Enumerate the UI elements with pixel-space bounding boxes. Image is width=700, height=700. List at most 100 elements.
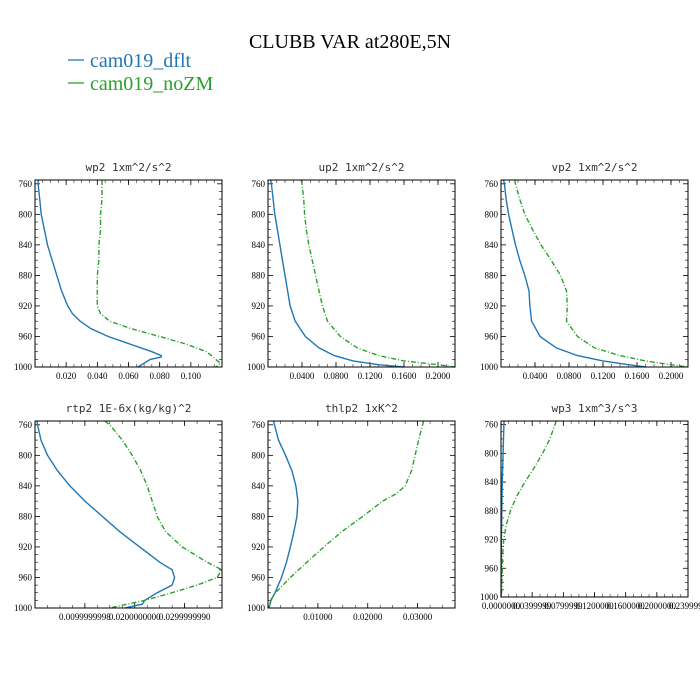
y-tick-label: 920 [252, 301, 266, 311]
panel-title: vp2 1xm^2/s^2 [551, 161, 637, 174]
y-tick-label: 840 [252, 240, 266, 250]
panel-1: wp2 1xm^2/s^2 760 800 840 880 920 960 1000 0.020… [14, 161, 223, 381]
panel-4: rtp2 1E-6x(kg/kg)^2 760 800 840 880 920 960 100… [14, 402, 224, 622]
x-tick-label: 0.1600 [392, 371, 417, 381]
y-tick-label: 960 [252, 572, 266, 582]
y-tick-label: 760 [485, 179, 499, 189]
y-tick-label: 800 [252, 209, 266, 219]
panel-title: up2 1xm^2/s^2 [318, 161, 404, 174]
x-tick-label: 0.1600000 [607, 601, 646, 611]
y-tick-label: 960 [485, 331, 499, 341]
plot-frame [34, 420, 223, 609]
legend: cam019_dflt cam019_noZM [68, 50, 214, 95]
x-tick-label: 0.2000 [659, 371, 684, 381]
x-tick-label: 0.0200000000 [109, 612, 161, 622]
series-line-cam019_dflt [269, 179, 405, 368]
y-tick-label: 880 [19, 270, 33, 280]
y-tick-label: 920 [485, 535, 499, 545]
y-tick-label: 1000 [14, 603, 33, 613]
series-line-cam019_noZM [500, 420, 557, 598]
x-tick-label: 0.1200 [358, 371, 383, 381]
panel-6: wp3 1xm^3/s^3 760 800 840 880 920 960 10000.000… [480, 402, 700, 611]
panel-title: rtp2 1E-6x(kg/kg)^2 [66, 402, 192, 415]
x-tick-label: 0.1200000 [575, 601, 614, 611]
x-tick-label: 0.0099999998 [59, 612, 111, 622]
x-tick-label: 0.01000 [303, 612, 333, 622]
x-tick-label: 0.100 [181, 371, 202, 381]
y-tick-label: 760 [19, 420, 33, 430]
y-tick-label: 880 [485, 270, 499, 280]
plot-frame [500, 179, 689, 368]
y-tick-label: 880 [252, 270, 266, 280]
y-tick-label: 1000 [247, 603, 266, 613]
y-tick-label: 880 [485, 506, 499, 516]
panel-2: up2 1xm^2/s^2 760 800 840 880 920 960 1000 0.040… [247, 161, 456, 381]
x-tick-label: 0.1200 [591, 371, 616, 381]
x-tick-label: 0.020 [56, 371, 77, 381]
series-line-cam019_noZM [104, 420, 224, 609]
y-tick-label: 760 [19, 179, 33, 189]
y-tick-label: 920 [19, 301, 33, 311]
y-tick-label: 840 [19, 481, 33, 491]
series-line-cam019_dflt [502, 179, 646, 368]
y-tick-label: 760 [252, 420, 266, 430]
legend-label-dflt: cam019_dflt [90, 50, 192, 72]
x-tick-label: 0.1600 [625, 371, 650, 381]
y-tick-label: 800 [485, 448, 499, 458]
plot-frame [500, 420, 689, 598]
y-tick-label: 760 [252, 179, 266, 189]
x-tick-label: 0.2399999 [669, 601, 700, 611]
y-tick-label: 1000 [14, 362, 33, 372]
y-tick-label: 880 [252, 511, 266, 521]
y-tick-label: 880 [19, 511, 33, 521]
y-tick-label: 960 [485, 563, 499, 573]
y-tick-label: 1000 [247, 362, 266, 372]
x-tick-label: 0.02000 [353, 612, 383, 622]
series-line-cam019_noZM [513, 179, 689, 368]
plot-frame [267, 420, 456, 609]
panel-title: wp3 1xm^3/s^3 [551, 402, 637, 415]
series-line-cam019_dflt [268, 420, 299, 609]
x-tick-label: 0.2000000 [638, 601, 677, 611]
x-tick-label: 0.0400 [523, 371, 548, 381]
y-tick-label: 840 [252, 481, 266, 491]
series-line-cam019_noZM [300, 179, 456, 368]
y-tick-label: 840 [19, 240, 33, 250]
panel-title: wp2 1xm^2/s^2 [85, 161, 171, 174]
y-tick-label: 920 [485, 301, 499, 311]
y-tick-label: 800 [485, 209, 499, 219]
x-tick-label: 0.03000 [403, 612, 433, 622]
series-line-cam019_noZM [268, 420, 425, 609]
y-tick-label: 960 [19, 331, 33, 341]
y-tick-label: 920 [252, 542, 266, 552]
plot-frame [267, 179, 456, 368]
plot-frame [34, 179, 223, 368]
y-tick-label: 1000 [480, 362, 499, 372]
y-tick-label: 960 [252, 331, 266, 341]
y-tick-label: 1000 [480, 592, 499, 602]
series-line-cam019_dflt [37, 180, 162, 368]
x-tick-label: 0.040 [87, 371, 108, 381]
x-tick-label: 0.0399999 [513, 601, 552, 611]
x-tick-label: 0.0299999990 [159, 612, 211, 622]
y-tick-label: 800 [19, 450, 33, 460]
x-tick-label: 0.0000000 [482, 601, 521, 611]
y-tick-label: 800 [252, 450, 266, 460]
series-line-cam019_noZM [96, 180, 222, 368]
series-line-cam019_dflt [36, 420, 176, 609]
legend-label-nozm: cam019_noZM [90, 73, 214, 95]
y-tick-label: 960 [19, 572, 33, 582]
panels: wp2 1xm^2/s^2 760 800 840 880 920 960 1000 0.020… [14, 161, 700, 622]
x-tick-label: 0.0800 [324, 371, 349, 381]
x-tick-label: 0.060 [118, 371, 139, 381]
x-tick-label: 0.0799999 [544, 601, 583, 611]
x-tick-label: 0.2000 [426, 371, 451, 381]
figure-title: CLUBB VAR at280E,5N [249, 31, 451, 53]
y-tick-label: 920 [19, 542, 33, 552]
y-tick-label: 760 [485, 420, 499, 430]
y-tick-label: 800 [19, 209, 33, 219]
x-tick-label: 0.0400 [290, 371, 315, 381]
y-tick-label: 840 [485, 477, 499, 487]
y-tick-label: 840 [485, 240, 499, 250]
